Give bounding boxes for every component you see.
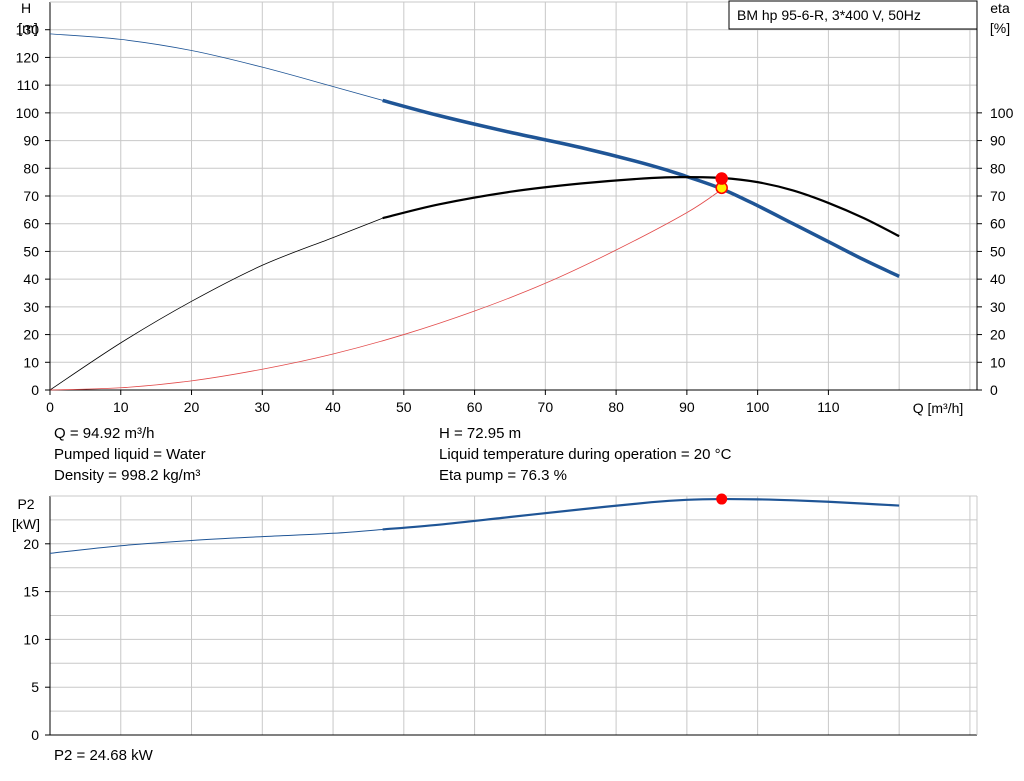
- p2-tick-label: 10: [23, 631, 39, 647]
- x-tick-label: 50: [396, 399, 412, 415]
- y-right-tick-label: 10: [990, 354, 1006, 370]
- y-left-tick-label: 10: [23, 354, 39, 370]
- info-flow: Q = 94.92 m³/h: [54, 425, 155, 442]
- bottom-chart-grid: [49, 495, 978, 736]
- p2-title-line1: P2: [17, 496, 34, 512]
- y-right-tick-label: 20: [990, 327, 1006, 343]
- info-head: H = 72.95 m: [439, 425, 522, 442]
- info-density: Density = 998.2 kg/m³: [54, 467, 201, 484]
- head-curve-bold: [382, 98, 900, 278]
- y-left-tick-label: 30: [23, 299, 39, 315]
- y-right-tick-label: 40: [990, 271, 1006, 287]
- y-right-tick-label: 30: [990, 299, 1006, 315]
- info-p2: P2 = 24.68 kW: [54, 747, 153, 764]
- p2-tick-label: 15: [23, 584, 39, 600]
- p2-title-line2: [kW]: [12, 516, 40, 532]
- p2-curve-thin: [49, 528, 383, 554]
- x-tick-label: 20: [184, 399, 200, 415]
- y-right-tick-label: 60: [990, 216, 1006, 232]
- y-left-tick-label: 110: [17, 77, 40, 93]
- x-axis-title: Q [m³/h]: [913, 400, 964, 416]
- info-eta: Eta pump = 76.3 %: [439, 467, 567, 484]
- p2-curve-bold: [382, 497, 900, 531]
- legend-box: BM hp 95-6-R, 3*400 V, 50Hz: [728, 0, 978, 30]
- y-left-tick-label: 20: [23, 327, 39, 343]
- y-left-tick-label: 40: [23, 271, 39, 287]
- secondary-curve: [49, 188, 723, 391]
- p2-tick-label: 0: [31, 727, 39, 743]
- top-chart-grid: [49, 1, 978, 391]
- y-right-tick-label: 70: [990, 188, 1006, 204]
- y-left-tick-label: 70: [23, 188, 39, 204]
- p2-tick-label: 5: [31, 679, 39, 695]
- y-left-tick-label: 90: [23, 133, 39, 149]
- top-chart-tick-labels: 0 10 20 30 40 50 60 70 80 90 100 110010203040506070…: [16, 22, 1014, 415]
- y-right-tick-label: 100: [990, 105, 1014, 121]
- x-tick-label: 0: [46, 399, 54, 415]
- x-tick-label: 30: [255, 399, 271, 415]
- y-left-title-line1: H: [21, 0, 31, 16]
- operating-point: [715, 172, 728, 185]
- info-liquid: Pumped liquid = Water: [54, 446, 206, 463]
- x-tick-label: 90: [679, 399, 695, 415]
- y-left-tick-label: 120: [16, 49, 40, 65]
- top-chart-series: [49, 33, 900, 391]
- x-tick-label: 80: [608, 399, 624, 415]
- eta-curve-bold: [382, 176, 900, 238]
- y-left-tick-label: 100: [16, 105, 40, 121]
- y-left-tick-label: 0: [31, 382, 39, 398]
- y-left-title-line2: [m]: [18, 20, 37, 36]
- p2-tick-label: 20: [23, 536, 39, 552]
- x-tick-label: 110: [817, 399, 840, 415]
- eta-curve-thin: [49, 217, 383, 391]
- x-tick-label: 40: [325, 399, 341, 415]
- y-right-tick-label: 90: [990, 133, 1006, 149]
- y-left-tick-label: 130: [16, 22, 40, 38]
- y-left-tick-label: 60: [23, 216, 39, 232]
- x-tick-label: 60: [467, 399, 483, 415]
- p2-operating-point: [716, 493, 728, 505]
- info-temperature: Liquid temperature during operation = 20…: [439, 446, 732, 463]
- y-left-tick-label: 80: [23, 160, 39, 176]
- y-left-tick-label: 50: [23, 243, 39, 259]
- head-curve-thin: [49, 33, 383, 101]
- x-tick-label: 70: [538, 399, 554, 415]
- y-right-title-line1: eta: [990, 0, 1010, 16]
- bottom-chart-tick-labels: 0 5 10 15 20: [23, 536, 50, 743]
- y-right-tick-label: 0: [990, 382, 998, 398]
- y-right-tick-label: 50: [990, 243, 1006, 259]
- y-right-tick-label: 80: [990, 160, 1006, 176]
- y-right-title-line2: [%]: [990, 20, 1010, 36]
- bottom-chart-series: [49, 493, 900, 554]
- x-tick-label: 100: [746, 399, 770, 415]
- x-tick-label: 10: [113, 399, 129, 415]
- legend-title: BM hp 95-6-R, 3*400 V, 50Hz: [737, 7, 921, 23]
